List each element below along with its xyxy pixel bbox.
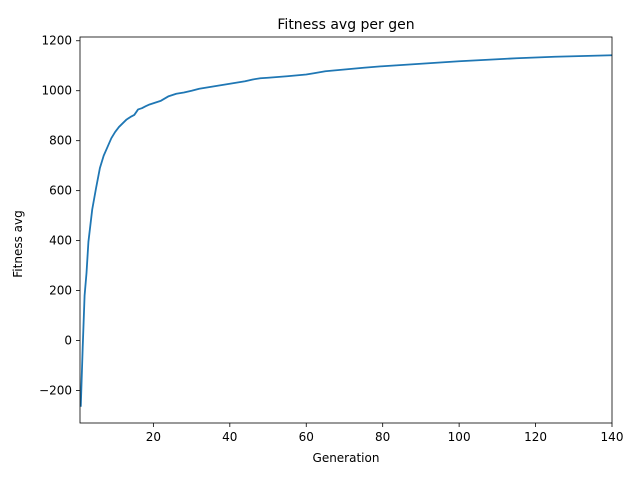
x-tick-label: 100 [448, 430, 471, 444]
y-tick-label: 800 [49, 134, 72, 148]
y-axis-label: Fitness avg [11, 210, 25, 277]
series-line-0 [79, 54, 613, 407]
x-axis-label: Generation [313, 451, 380, 465]
y-tick-label: 1000 [41, 84, 72, 98]
y-tick-label: 600 [49, 184, 72, 198]
x-tick-label: 20 [146, 430, 161, 444]
x-tick-label: 80 [375, 430, 390, 444]
x-tick-label: 60 [299, 430, 314, 444]
y-tick-label: 200 [49, 284, 72, 298]
x-axis: 20 40 60 80 100 120 140 [146, 423, 624, 444]
y-tick-label: 400 [49, 234, 72, 248]
y-axis: −200 0 200 400 600 800 1000 1200 [39, 34, 80, 398]
x-tick-label: 120 [524, 430, 547, 444]
y-tick-label: −200 [39, 384, 72, 398]
x-tick-label: 140 [601, 430, 624, 444]
x-tick-label: 40 [222, 430, 237, 444]
chart-title: Fitness avg per gen [277, 17, 414, 33]
axes-frame [79, 36, 613, 424]
y-tick-label: 0 [64, 334, 72, 348]
plot-area [79, 36, 613, 424]
y-tick-label: 1200 [41, 34, 72, 48]
